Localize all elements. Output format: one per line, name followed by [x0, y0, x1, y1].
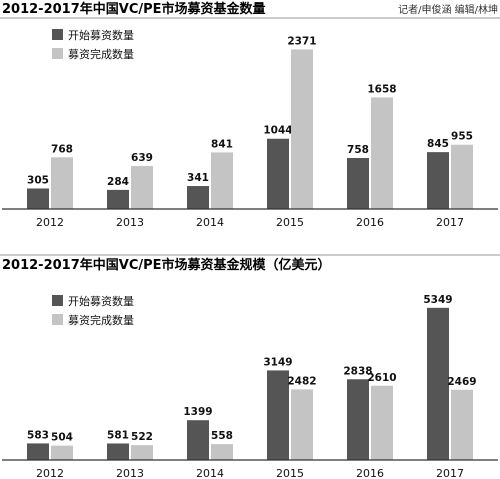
- legend-label-start: 开始募资数量: [68, 294, 134, 308]
- bar-complete-2016: [371, 385, 393, 460]
- bar-start-2017: [427, 307, 449, 460]
- bar-start-2015: [267, 370, 289, 460]
- legend-swatch-complete: [52, 48, 63, 59]
- data-label-start-2013: 284: [107, 176, 129, 188]
- legend-swatch-start: [52, 295, 63, 306]
- bar-start-2012: [27, 443, 49, 460]
- bar-start-2015: [267, 138, 289, 209]
- bar-complete-2014: [211, 444, 233, 460]
- data-label-complete-2015: 2371: [287, 35, 316, 47]
- bar-start-2017: [427, 152, 449, 209]
- data-label-start-2017: 845: [427, 138, 449, 150]
- bar-start-2013: [107, 189, 129, 209]
- data-label-complete-2017: 955: [451, 131, 473, 143]
- bar-complete-2013: [131, 165, 153, 209]
- data-label-complete-2017: 2469: [447, 376, 476, 388]
- data-label-start-2015: 3149: [263, 356, 292, 368]
- bar-complete-2017: [451, 389, 473, 460]
- bar-complete-2013: [131, 445, 153, 460]
- legend-label-start: 开始募资数量: [68, 28, 134, 42]
- legend-label-complete: 募资完成数量: [68, 313, 134, 327]
- data-label-complete-2013: 522: [131, 431, 153, 443]
- bar-start-2012: [27, 188, 49, 209]
- x-tick-label-2016: 2016: [356, 216, 384, 229]
- bar-start-2014: [187, 186, 209, 209]
- chart-title-quantity: 2012-2017年中国VC/PE市场募资基金数量: [2, 1, 266, 17]
- data-label-start-2016: 2838: [343, 365, 372, 377]
- credit-line: 记者/申俊涵 编辑/林坤: [398, 3, 498, 16]
- legend-swatch-start: [52, 29, 63, 40]
- x-tick-label-2016: 2016: [356, 467, 384, 479]
- chart-title-scale: 2012-2017年中国VC/PE市场募资基金规模（亿美元）: [2, 257, 331, 273]
- data-label-start-2015: 1044: [263, 125, 292, 137]
- x-tick-label-2017: 2017: [436, 467, 464, 479]
- bar-complete-2014: [211, 152, 233, 209]
- data-label-complete-2014: 558: [211, 430, 233, 442]
- data-label-start-2017: 5349: [423, 294, 452, 306]
- bar-complete-2012: [51, 157, 73, 209]
- x-tick-label-2017: 2017: [436, 216, 464, 229]
- bar-complete-2017: [451, 144, 473, 209]
- x-tick-label-2014: 2014: [196, 216, 224, 229]
- data-label-complete-2013: 639: [131, 152, 153, 164]
- x-tick-label-2015: 2015: [276, 216, 304, 229]
- data-label-start-2012: 583: [27, 429, 49, 441]
- bar-complete-2015: [291, 49, 313, 210]
- bar-start-2013: [107, 443, 129, 460]
- x-tick-label-2012: 2012: [36, 467, 64, 479]
- x-tick-label-2013: 2013: [116, 216, 144, 229]
- bar-complete-2012: [51, 445, 73, 460]
- data-label-start-2016: 758: [347, 144, 369, 156]
- bar-start-2016: [347, 379, 369, 460]
- bar-complete-2016: [371, 97, 393, 209]
- data-label-start-2014: 341: [187, 172, 209, 184]
- data-label-start-2012: 305: [27, 174, 49, 186]
- x-tick-label-2015: 2015: [276, 467, 304, 479]
- bar-start-2016: [347, 157, 369, 209]
- data-label-complete-2012: 768: [51, 143, 73, 155]
- legend-swatch-complete: [52, 314, 63, 325]
- data-label-complete-2016: 2610: [367, 372, 396, 384]
- x-tick-label-2012: 2012: [36, 216, 64, 229]
- data-label-complete-2012: 504: [51, 432, 73, 444]
- data-label-complete-2015: 2482: [287, 375, 316, 387]
- bar-start-2014: [187, 420, 209, 460]
- data-label-complete-2016: 1658: [367, 83, 396, 95]
- bar-complete-2015: [291, 389, 313, 460]
- legend-label-complete: 募资完成数量: [68, 47, 134, 61]
- data-label-start-2014: 1399: [183, 406, 212, 418]
- x-tick-label-2014: 2014: [196, 467, 224, 479]
- data-label-complete-2014: 841: [211, 138, 233, 150]
- x-tick-label-2013: 2013: [116, 467, 144, 479]
- data-label-start-2013: 581: [107, 429, 129, 441]
